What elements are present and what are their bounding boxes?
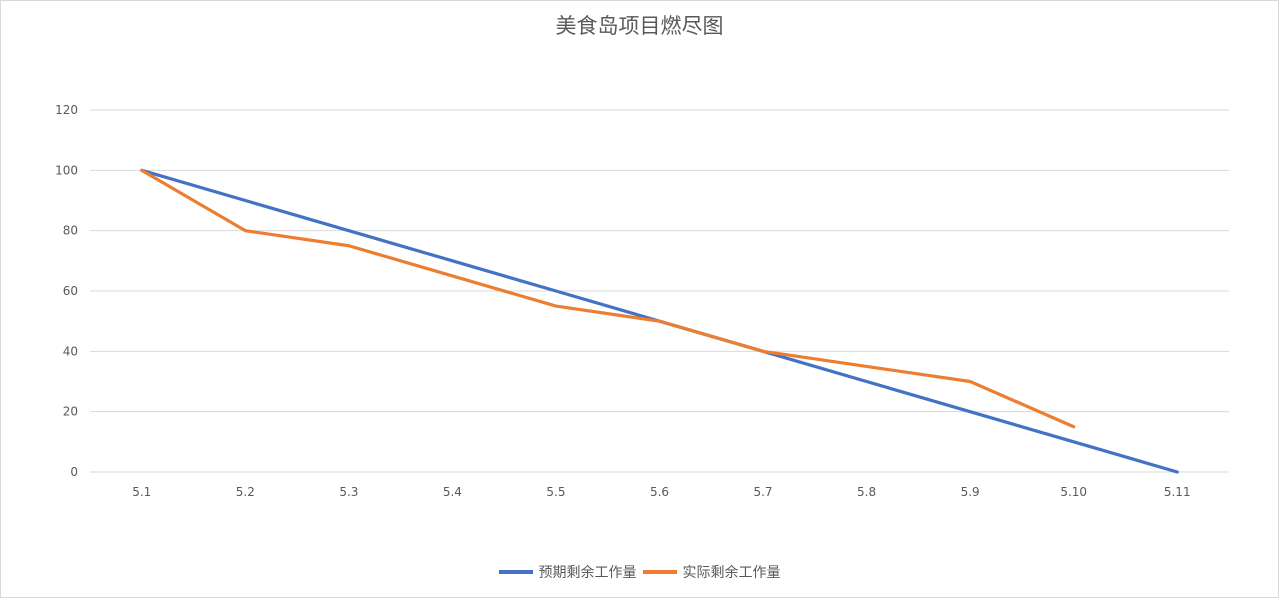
x-tick-label: 5.6	[650, 485, 669, 499]
y-tick-label: 40	[63, 344, 78, 358]
legend-item-actual: 实际剩余工作量	[642, 562, 781, 582]
legend-swatch-expected	[498, 570, 533, 574]
x-tick-label: 5.1	[132, 485, 151, 499]
y-tick-label: 0	[70, 465, 78, 479]
legend-label-actual: 实际剩余工作量	[682, 565, 781, 581]
legend-label-expected: 预期剩余工作量	[538, 565, 637, 581]
x-tick-label: 5.4	[443, 485, 462, 499]
legend: 预期剩余工作量 实际剩余工作量	[0, 562, 1279, 582]
x-tick-label: 5.5	[546, 485, 565, 499]
legend-swatch-actual	[642, 570, 677, 574]
series-line-1	[140, 168, 1076, 429]
y-tick-label: 100	[55, 163, 78, 177]
x-tick-label: 5.2	[236, 485, 255, 499]
x-tick-label: 5.7	[753, 485, 772, 499]
y-tick-label: 120	[55, 103, 78, 117]
legend-item-expected: 预期剩余工作量	[498, 562, 637, 582]
grid-lines	[90, 109, 1229, 473]
x-tick-label: 5.8	[857, 485, 876, 499]
y-tick-label: 20	[63, 405, 78, 419]
chart-title: 美食岛项目燃尽图	[555, 14, 724, 38]
x-tick-label: 5.11	[1164, 485, 1191, 499]
x-tick-label: 5.9	[961, 485, 980, 499]
y-tick-label: 80	[63, 224, 78, 238]
series-lines	[140, 168, 1179, 474]
x-tick-labels: 5.1 5.2 5.3 5.4 5.5 5.6 5.7 5.8 5.9 5.10 5.11	[132, 485, 1190, 499]
x-tick-label: 5.10	[1060, 485, 1087, 499]
x-tick-label: 5.3	[339, 485, 358, 499]
y-tick-label: 60	[63, 284, 78, 298]
y-tick-labels: 0 20 40 60 80 100 120	[55, 103, 78, 479]
